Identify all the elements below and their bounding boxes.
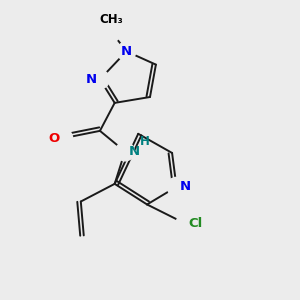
Text: CH₃: CH₃ — [100, 13, 124, 26]
Text: N: N — [85, 73, 96, 86]
Text: N: N — [128, 145, 140, 158]
Circle shape — [176, 214, 195, 233]
Text: O: O — [48, 132, 60, 145]
Text: H: H — [140, 135, 150, 148]
Text: N: N — [180, 180, 191, 193]
Circle shape — [116, 142, 134, 161]
Circle shape — [91, 70, 110, 89]
Text: N: N — [121, 45, 132, 58]
Circle shape — [102, 23, 121, 42]
Circle shape — [54, 129, 73, 148]
Circle shape — [117, 42, 136, 61]
Text: Cl: Cl — [189, 217, 203, 230]
Circle shape — [167, 177, 186, 196]
